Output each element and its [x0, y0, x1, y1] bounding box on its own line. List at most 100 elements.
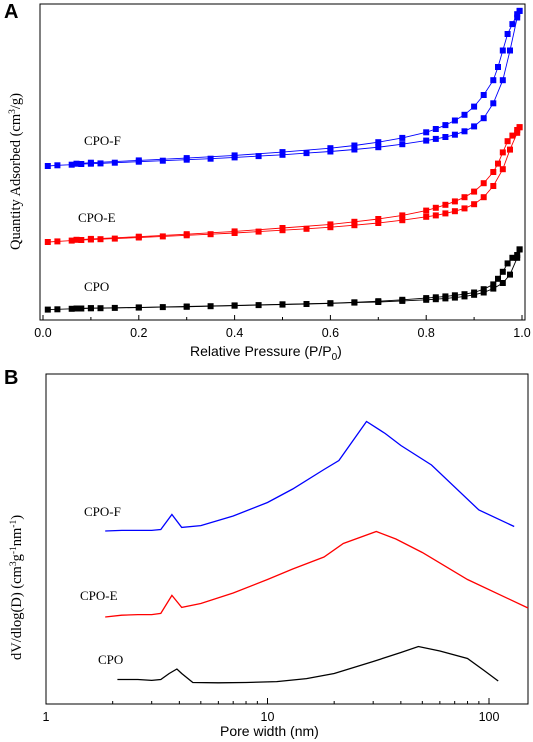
panel-a-cpo-e-desorption-point [183, 231, 190, 238]
panel-a-cpo-f-adsorption-point [255, 153, 262, 160]
panel-a-cpo-e-desorption-point [231, 228, 238, 235]
panel-a-cpo-e-desorption-point [351, 218, 358, 225]
panel-a-cpo-desorption-point [509, 254, 516, 261]
panel-a-cpo-desorption-point [375, 298, 382, 305]
panel-a-cpo-f-adsorption-point [68, 161, 75, 168]
panel-a-cpo-desorption-point [471, 289, 478, 296]
panel-b: B 1 10 100 Pore width (nm) dV/dlog(D) (cm3… [4, 367, 529, 739]
panel-a-cpo-f-desorption-point [432, 126, 439, 132]
panel-a-cpo-f-desorption-point [231, 152, 238, 159]
panel-a-cpo-f-adsorption-point [44, 163, 51, 169]
panel-a-cpo-f-desorption-point [509, 21, 516, 28]
panel-a-cpo-desorption-point [432, 294, 439, 301]
panel-a-cpo-f-desorption-point [135, 157, 142, 164]
panel-a-cpo-e-desorption-point [490, 169, 497, 175]
panel-a-cpo-f-desorption-point [480, 92, 487, 98]
panel-a-label-cpo-e: CPO-E [78, 210, 116, 225]
panel-b-series [105, 420, 529, 684]
panel-a-cpo-e-desorption-point [375, 216, 382, 222]
panel-a-cpo-desorption-point [499, 268, 506, 275]
panel-a-cpo-e-desorption-point [135, 233, 142, 240]
panel-a-cpo-f-desorption-line [76, 10, 520, 165]
panel-a-series-cpo [44, 246, 523, 313]
panel-a-cpo-e-adsorption-point [451, 208, 458, 215]
panel-a-cpo-e-desorption-point [461, 194, 468, 201]
panel-a-cpo-e-adsorption-point [471, 201, 478, 208]
panel-a-cpo-desorption-point [87, 305, 94, 312]
panel-a-y-axis-label: Quantity Adsorbed (cm3/g) [8, 93, 24, 250]
panel-a-cpo-f-adsorption-point [442, 134, 449, 140]
panel-a-cpo-f-adsorption-point [471, 123, 478, 130]
panel-b-series-cpo [117, 645, 499, 684]
panel-b-x-tick-label: 1 [43, 710, 50, 724]
panel-b-x-axis-label: Pore width (nm) [220, 723, 319, 739]
panel-a-cpo-f-adsorption-point [97, 160, 104, 167]
panel-a-cpo-e-desorption-point [514, 127, 521, 133]
panel-a-cpo-e-adsorption-point [399, 217, 406, 224]
panel-a-cpo-e-adsorption-point [207, 231, 214, 238]
panel-a-cpo-desorption-point [516, 246, 523, 253]
panel-a-cpo-e-adsorption-point [78, 237, 85, 243]
panel-a-cpo-desorption-point [183, 303, 190, 310]
panel-a-cpo-f-desorption-point [351, 142, 358, 149]
panel-a-cpo-f-desorption-point [516, 7, 523, 14]
panel-b-y-axis-label: dV/dlog(D) (cm3g-1nm-1) [9, 515, 25, 660]
panel-a-letter: A [4, 1, 18, 23]
panel-a-cpo-desorption-point [399, 296, 406, 303]
panel-a-cpo-f-adsorption-point [499, 77, 506, 84]
panel-a-x-ticks: 0.0 0.2 0.4 0.6 0.8 1.0 [34, 315, 531, 340]
panel-a-cpo-e-desorption-point [423, 207, 430, 214]
panel-a-cpo-e-adsorption-point [480, 194, 487, 201]
panel-a-cpo-e-desorption-point [471, 188, 478, 195]
panel-a-series [44, 7, 523, 313]
panel-a-cpo-desorption-point [514, 252, 521, 258]
panel-a-cpo-adsorption-point [507, 271, 513, 278]
panel-b-plot-frame [45, 373, 529, 705]
panel-a-cpo-e-desorption-point [73, 236, 80, 243]
panel-a-cpo-e-adsorption-point [97, 236, 104, 243]
panel-a-cpo-adsorption-point [44, 306, 51, 313]
panel-a-cpo-f-desorption-point [451, 117, 458, 124]
panel-a-cpo-e-adsorption-point [44, 239, 51, 245]
panel-a-cpo-f-adsorption-point [78, 161, 85, 167]
panel-a-cpo-f-desorption-point [461, 111, 468, 118]
panel-a-cpo-f-adsorption-point [451, 131, 458, 138]
panel-a-cpo-f-desorption-point [399, 134, 406, 141]
panel-b-x-tick-label: 100 [479, 710, 500, 724]
panel-a-cpo-f-adsorption-point [327, 148, 334, 155]
panel-a-cpo-f-desorption-point [495, 64, 501, 70]
panel-a-cpo-f-desorption-point [490, 77, 497, 84]
panel-a-cpo-f-desorption-point [87, 159, 94, 166]
panel-a-cpo-f-adsorption-point [399, 141, 406, 148]
panel-a-cpo-f-adsorption-point [480, 115, 487, 122]
panel-a-cpo-e-desorption-point [504, 138, 511, 145]
panel-a-label-cpo-f: CPO-F [84, 133, 121, 148]
panel-a-series-cpo-e [44, 124, 523, 245]
panel-a: A 0.0 0.2 0.4 0.6 0.8 1.0 Relative Pressure (… [4, 1, 531, 363]
panel-a-cpo-desorption-point [480, 286, 487, 293]
panel-a-cpo-e-desorption-point [509, 132, 516, 139]
panel-a-cpo-f-desorption-point [183, 155, 190, 162]
panel-a-cpo-adsorption-point [54, 306, 61, 313]
panel-a-cpo-adsorption-point [480, 289, 487, 296]
panel-a-cpo-desorption-point [495, 275, 501, 282]
panel-b-series-cpo-e [105, 530, 529, 618]
panel-b-label-cpo-f: CPO-F [84, 504, 121, 519]
panel-a-cpo-f-desorption-point [279, 149, 286, 156]
panel-b-label-cpo-e: CPO-E [80, 588, 118, 603]
panel-a-cpo-adsorption-point [68, 305, 75, 312]
panel-a-cpo-e-desorption-point [499, 149, 506, 156]
panel-a-cpo-e-adsorption-point [303, 225, 310, 232]
panel-a-cpo-f-desorption-point [504, 31, 511, 37]
panel-a-cpo-e-desorption-point [495, 160, 501, 167]
panel-a-cpo-desorption-point [504, 260, 511, 267]
panel-a-x-tick-label: 0.8 [418, 326, 435, 340]
panel-a-cpo-e-adsorption-point [255, 228, 262, 235]
panel-a-cpo-f-adsorption-point [159, 157, 166, 164]
panel-a-cpo-e-desorption-point [480, 180, 487, 187]
panel-a-cpo-adsorption-point [490, 285, 497, 292]
panel-a-cpo-f-desorption-point [375, 139, 382, 146]
panel-a-cpo-e-desorption-point [399, 212, 406, 219]
panel-a-label-cpo: CPO [84, 279, 109, 294]
